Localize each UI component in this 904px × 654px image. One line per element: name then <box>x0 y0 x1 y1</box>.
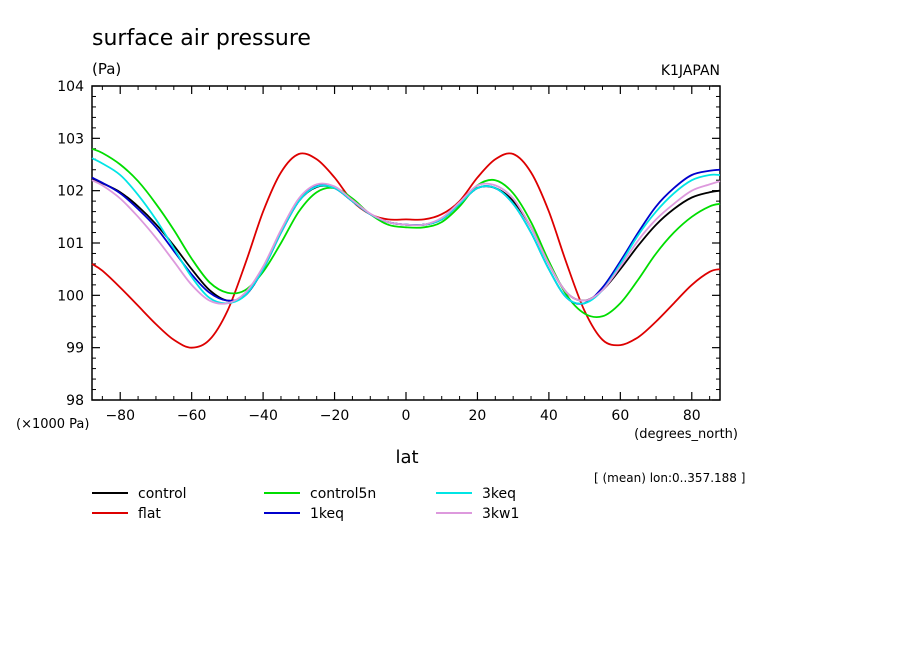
series-line-3keq <box>91 157 721 305</box>
chart-title: surface air pressure <box>92 26 311 51</box>
series-line-control <box>91 178 721 302</box>
legend-label-1keq: 1keq <box>310 506 344 522</box>
y-tick-label: 102 <box>57 184 84 200</box>
x-tick-label: 20 <box>469 408 487 424</box>
legend-label-control: control <box>138 486 187 502</box>
y-tick-label: 104 <box>57 79 84 95</box>
x-tick-label: −80 <box>105 408 135 424</box>
legend: control flat control5n 1keq 3keq 3kw1 <box>92 486 519 522</box>
x-units-label: (degrees_north) <box>634 427 738 442</box>
legend-label-control5n: control5n <box>310 486 376 502</box>
y-tick-label: 98 <box>66 393 84 409</box>
footnote: [ (mean) lon:0..357.188 ] <box>594 471 745 485</box>
y-tick-label: 100 <box>57 288 84 304</box>
axis-ticks: −80 −60 −40 −20 0 20 40 60 80 98 99 100 101 102 103 104 <box>57 79 720 424</box>
series-line-1keq <box>91 168 721 305</box>
x-tick-label: 60 <box>611 408 629 424</box>
x-tick-label: −60 <box>177 408 207 424</box>
y-tick-label: 103 <box>57 131 84 147</box>
series-line-flat <box>91 152 721 349</box>
series-line-control5n <box>91 147 721 319</box>
x-tick-label: −40 <box>248 408 278 424</box>
x-tick-label: 40 <box>540 408 558 424</box>
y-tick-label: 101 <box>57 236 84 252</box>
plot-area: −80 −60 −40 −20 0 20 40 60 80 98 99 100 101 102 103 104 <box>57 79 721 424</box>
x-tick-label: 80 <box>683 408 701 424</box>
model-label: K1JAPAN <box>661 63 720 79</box>
legend-label-3keq: 3keq <box>482 486 516 502</box>
series-line-3kw1 <box>91 179 721 305</box>
y-units-label: (Pa) <box>92 60 121 78</box>
x-axis-label: lat <box>395 447 418 468</box>
y-tick-label: 99 <box>66 341 84 357</box>
plot-frame <box>91 85 721 401</box>
y-scale-label: (×1000 Pa) <box>16 417 89 432</box>
x-tick-label: −20 <box>320 408 350 424</box>
series-lines <box>91 147 721 349</box>
legend-label-flat: flat <box>138 506 161 522</box>
legend-label-3kw1: 3kw1 <box>482 506 519 522</box>
x-tick-label: 0 <box>402 408 411 424</box>
